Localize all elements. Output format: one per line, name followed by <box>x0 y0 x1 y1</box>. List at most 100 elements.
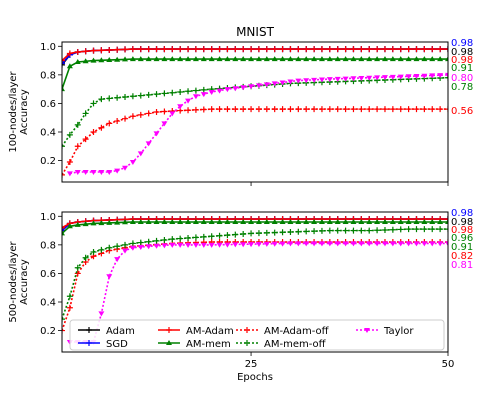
series-am-mem <box>62 219 448 236</box>
marker-point <box>244 327 250 333</box>
marker-point <box>192 234 199 241</box>
marker-point <box>232 219 239 224</box>
legend-item-am-adam: AM-Adam <box>158 326 234 337</box>
marker-point <box>62 224 65 231</box>
marker-point <box>311 46 318 53</box>
marker-point <box>106 244 113 251</box>
marker-point <box>255 46 262 53</box>
marker-point <box>381 75 388 81</box>
marker-point <box>334 219 341 224</box>
legend-item-am-adam-off: AM-Adam-off <box>236 326 330 337</box>
marker-point <box>82 58 89 64</box>
series-group <box>62 46 448 178</box>
marker-point <box>74 264 81 271</box>
legend-label: SGD <box>106 339 128 350</box>
marker-point <box>334 227 341 234</box>
series-line <box>62 76 448 147</box>
marker-point <box>161 237 168 243</box>
marker-point <box>342 241 349 247</box>
marker-point <box>358 76 365 81</box>
marker-point <box>445 72 448 78</box>
marker-point <box>177 235 184 242</box>
marker-point <box>185 219 192 224</box>
marker-point <box>295 219 302 224</box>
marker-point <box>90 100 97 107</box>
marker-point <box>381 241 388 247</box>
y-tick-label: 0.8 <box>40 70 56 81</box>
marker-point <box>153 91 160 98</box>
marker-point <box>145 110 152 117</box>
marker-point <box>271 229 278 236</box>
marker-point <box>279 46 286 53</box>
marker-point <box>413 226 420 233</box>
marker-point <box>169 219 176 224</box>
y-tick-label: 0.2 <box>40 326 56 337</box>
marker-point <box>421 106 428 113</box>
marker-point <box>271 241 278 247</box>
marker-point <box>311 77 318 83</box>
end-label-am-adam-off: 0.82 <box>451 251 473 262</box>
marker-point <box>161 56 168 62</box>
marker-point <box>232 231 239 238</box>
y-tick-label: 0.6 <box>40 99 56 110</box>
marker-point <box>358 56 365 62</box>
series-line <box>69 74 448 175</box>
figure-title: MNIST <box>236 25 274 39</box>
marker-point <box>429 46 436 53</box>
marker-point <box>437 46 444 53</box>
marker-point <box>216 219 223 224</box>
marker-point <box>342 219 349 224</box>
marker-point <box>429 56 436 62</box>
marker-point <box>445 106 448 113</box>
marker-point <box>295 241 302 247</box>
marker-point <box>437 241 444 247</box>
marker-point <box>122 115 129 122</box>
marker-point <box>122 46 129 53</box>
marker-point <box>145 91 152 98</box>
marker-point <box>263 82 270 88</box>
marker-point <box>358 219 365 224</box>
series-am-adam-off <box>62 106 448 178</box>
marker-point <box>445 241 448 247</box>
marker-point <box>114 56 121 62</box>
marker-point <box>326 106 333 113</box>
marker-point <box>192 94 199 100</box>
marker-point <box>232 106 239 113</box>
y-tick-label: 1.0 <box>40 42 56 53</box>
marker-point <box>255 242 262 247</box>
marker-point <box>122 219 129 225</box>
end-label-am-adam-off: 0.56 <box>451 106 473 117</box>
marker-point <box>318 241 325 247</box>
marker-point <box>161 46 168 53</box>
marker-point <box>318 77 325 83</box>
marker-point <box>106 170 113 175</box>
marker-point <box>381 219 388 224</box>
marker-point <box>326 77 333 83</box>
marker-point <box>303 241 310 247</box>
marker-point <box>137 219 144 224</box>
marker-point <box>114 257 121 263</box>
marker-point <box>255 106 262 113</box>
marker-point <box>161 108 168 115</box>
series-am-adam-off <box>62 239 448 334</box>
marker-point <box>62 327 65 334</box>
marker-point <box>240 56 247 62</box>
marker-point <box>311 219 318 224</box>
legend-item-taylor: Taylor <box>356 326 414 337</box>
marker-point <box>161 243 168 249</box>
marker-point <box>224 87 231 93</box>
marker-point <box>74 270 81 277</box>
y-tick-label: 1.0 <box>40 212 56 223</box>
marker-point <box>311 106 318 113</box>
marker-point <box>192 56 199 62</box>
marker-point <box>169 111 176 117</box>
marker-point <box>62 60 65 67</box>
marker-point <box>255 230 262 237</box>
marker-point <box>66 159 73 165</box>
marker-point <box>364 328 370 333</box>
marker-point <box>90 57 97 63</box>
marker-point <box>374 227 381 234</box>
marker-point <box>86 340 92 346</box>
marker-point <box>153 243 160 249</box>
